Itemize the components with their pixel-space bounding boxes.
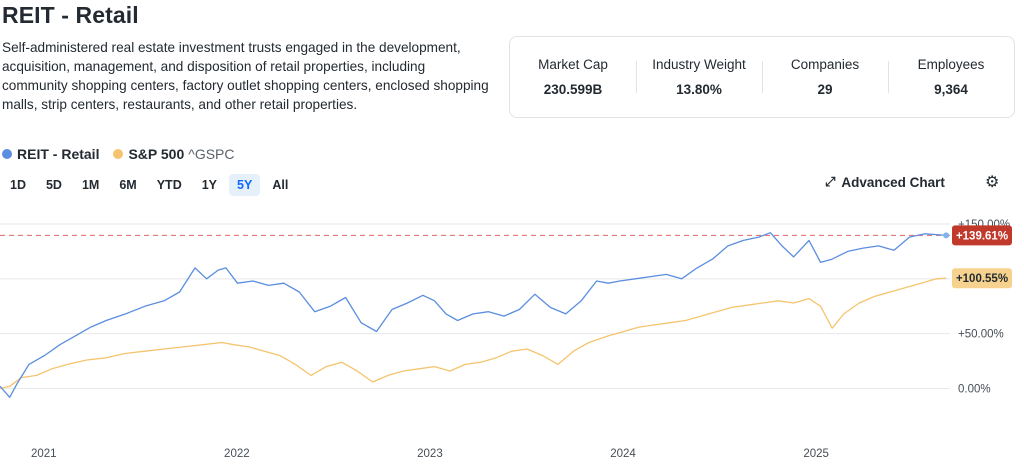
stat-market-cap: Market Cap 230.599B <box>510 57 636 97</box>
sector-description: Self-administered real estate investment… <box>2 40 489 112</box>
expand-arrow-icon: ⤢ <box>825 174 836 189</box>
x-tick-label: 2023 <box>417 448 443 460</box>
range-button[interactable]: 1M <box>81 178 100 192</box>
range-button[interactable]: 5D <box>45 178 62 192</box>
range-selector: 1D 5D 1M 6M YTD 1Y 5Y All <box>2 174 300 196</box>
stat-value: 9,364 <box>934 82 968 97</box>
legend-label: S&P 500 <box>128 146 185 162</box>
value-badge <box>952 225 1012 246</box>
stat-label: Industry Weight <box>652 57 746 72</box>
x-tick-label: 2022 <box>224 448 250 460</box>
y-tick-label: 0.00% <box>958 384 991 396</box>
chart-legend: REIT - Retail S&P 500 ^GSPC <box>2 146 249 162</box>
advanced-chart-label: Advanced Chart <box>841 174 945 190</box>
stat-label: Companies <box>790 57 860 72</box>
range-button[interactable]: 1Y <box>201 178 218 192</box>
range-button[interactable]: YTD <box>156 178 182 192</box>
value-badge <box>952 268 1012 289</box>
stat-companies: Companies 29 <box>762 57 888 97</box>
legend-ticker: ^GSPC <box>188 146 235 162</box>
stat-industry-weight: Industry Weight 13.80% <box>636 57 762 97</box>
legend-item-sp500[interactable]: S&P 500 ^GSPC <box>113 146 235 162</box>
legend-dot-icon <box>113 149 124 159</box>
legend-dot-icon <box>2 149 12 159</box>
advanced-chart-button[interactable]: ⤢ Advanced Chart <box>825 174 945 190</box>
x-tick-label: 2025 <box>803 448 829 460</box>
stat-label: Employees <box>917 57 985 72</box>
stat-employees: Employees 9,364 <box>888 57 1014 97</box>
range-button[interactable]: 1D <box>10 178 26 192</box>
legend-item-reit[interactable]: REIT - Retail <box>2 146 99 162</box>
x-tick-label: 2021 <box>31 448 57 460</box>
stats-panel: Market Cap 230.599B Industry Weight 13.8… <box>509 36 1015 118</box>
stat-label: Market Cap <box>538 57 608 72</box>
range-button[interactable]: 6M <box>119 178 137 192</box>
y-tick-label: +50.00% <box>958 329 1004 341</box>
legend-label: REIT - Retail <box>17 146 100 162</box>
page-title: REIT - Retail <box>2 2 139 28</box>
gear-icon[interactable]: ⚙ <box>985 174 1000 191</box>
range-button-active[interactable]: 5Y <box>229 174 261 196</box>
stat-value: 13.80% <box>676 82 722 97</box>
last-point-marker <box>943 232 950 239</box>
value-badge-label: +100.55% <box>956 273 1008 285</box>
x-tick-label: 2024 <box>610 448 636 460</box>
series-line <box>0 232 947 398</box>
stat-value: 230.599B <box>543 82 603 97</box>
stat-value: 29 <box>817 82 833 97</box>
series-line <box>0 277 947 390</box>
performance-chart[interactable]: +150.00%+100.00%+50.00%0.00%202120222023… <box>0 205 1024 465</box>
value-badge-label: +139.61% <box>956 230 1008 242</box>
range-button[interactable]: All <box>272 178 289 192</box>
